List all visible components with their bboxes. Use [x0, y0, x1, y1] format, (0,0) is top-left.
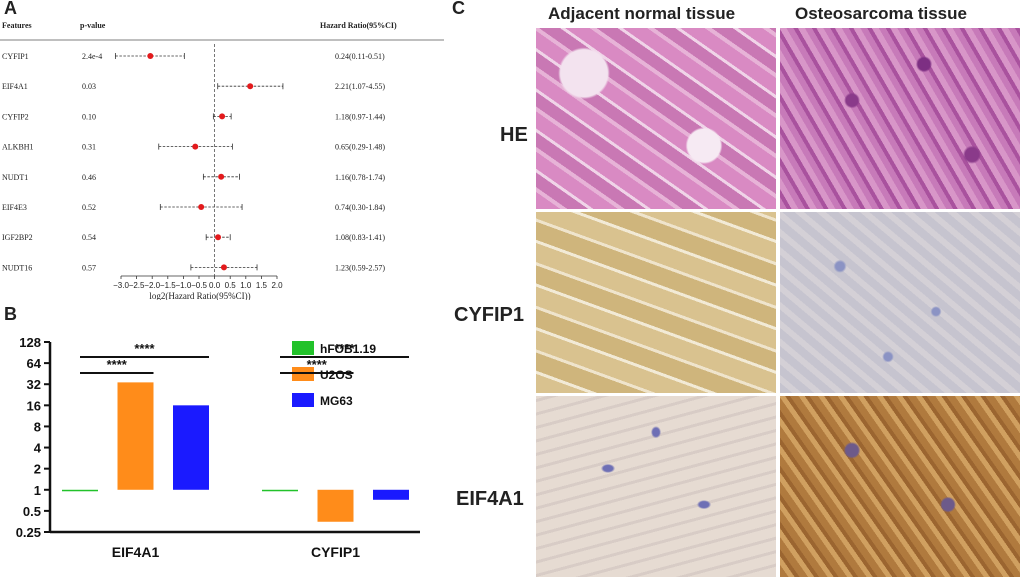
forest-tick-label: −0.5 — [191, 281, 207, 290]
bar-y-axis: 128 64 32 16 8 4 2 1 0.5 0.25 — [16, 335, 420, 540]
column-title-tumor: Osteosarcoma tissue — [795, 4, 967, 23]
forest-point — [147, 53, 154, 59]
bar-y-tick-label: 1 — [34, 483, 41, 498]
he-normal-tissue-image — [536, 28, 776, 209]
forest-hr-text: 0.65(0.29-1.48) — [335, 143, 385, 152]
panel-label-b: B — [4, 304, 17, 324]
forest-tick-label: 0.5 — [225, 281, 237, 290]
forest-feature-label: CYFIP1 — [2, 52, 29, 61]
significance-label: **** — [334, 341, 355, 356]
forest-plot: Features p-value Hazard Ratio(95%CI) CYF… — [0, 21, 444, 300]
bar — [373, 489, 409, 500]
forest-tick-label: −1.5 — [160, 281, 176, 290]
forest-tick-label: −2.5 — [129, 281, 145, 290]
forest-p-value: 0.52 — [82, 203, 96, 212]
header-p-value: p-value — [80, 21, 106, 30]
bar-y-tick-label: 4 — [34, 441, 42, 456]
forest-hr-text: 1.08(0.83-1.41) — [335, 233, 385, 242]
bar — [262, 489, 298, 492]
bar-y-tick-label: 32 — [27, 377, 41, 392]
forest-p-value: 0.54 — [82, 233, 96, 242]
row-label-cyfip1: CYFIP1 — [454, 304, 525, 326]
row-label-eif4a1: EIF4A1 — [456, 488, 524, 510]
forest-tick-label: −2.0 — [144, 281, 160, 290]
bar-category-label: EIF4A1 — [112, 544, 160, 560]
legend-label: hFOB1.19 — [320, 342, 376, 356]
bar-y-tick-label: 2 — [34, 462, 41, 477]
forest-p-value: 0.10 — [82, 112, 96, 121]
forest-tick-label: 1.5 — [256, 281, 268, 290]
header-hazard-ratio: Hazard Ratio(95%CI) — [320, 21, 397, 30]
panel-label-a: A — [4, 0, 17, 18]
forest-hr-text: 0.74(0.30-1.84) — [335, 203, 385, 212]
forest-point — [198, 204, 205, 210]
significance-label: **** — [107, 357, 128, 372]
forest-feature-label: IGF2BP2 — [2, 233, 33, 242]
forest-feature-label: ALKBH1 — [2, 143, 34, 152]
bar-y-tick-label: 8 — [34, 419, 41, 434]
eif4a1-osteosarcoma-image — [780, 396, 1020, 577]
bar-y-tick-label: 0.25 — [16, 525, 41, 540]
forest-p-value: 0.46 — [82, 173, 96, 182]
forest-point — [220, 264, 227, 271]
legend-label: U2OS — [320, 368, 353, 382]
forest-x-axis: −3.0 −2.5 −2.0 −1.5 −1.0 −0.5 0.0 0.5 1.0 1.5 2.0 — [113, 275, 283, 290]
bar-y-tick-label: 128 — [19, 335, 41, 350]
forest-point — [219, 113, 226, 120]
forest-p-value: 0.31 — [82, 143, 96, 152]
bar-legend: hFOB1.19 U2OS MG63 — [292, 341, 376, 408]
eif4a1-normal-tissue-image — [536, 396, 776, 577]
forest-tick-label: 2.0 — [271, 281, 283, 290]
legend-swatch — [292, 393, 314, 407]
bar-marks: EIF4A1 CYFIP1 — [62, 382, 409, 560]
header-features: Features — [2, 21, 32, 30]
forest-tick-label: −3.0 — [113, 281, 129, 290]
bar-category-label: CYFIP1 — [311, 544, 360, 560]
bar — [62, 489, 98, 492]
forest-point — [215, 234, 222, 241]
forest-hr-text: 0.24(0.11-0.51) — [335, 52, 385, 61]
panel-label-c: C — [452, 0, 465, 18]
legend-label: MG63 — [320, 394, 353, 408]
bar — [173, 405, 209, 490]
significance-label: **** — [307, 357, 328, 372]
cyfip1-osteosarcoma-image — [780, 212, 1020, 393]
forest-feature-label: NUDT1 — [2, 173, 28, 182]
bar-y-tick-label: 64 — [27, 356, 42, 371]
cyfip1-normal-tissue-image — [536, 212, 776, 393]
bar — [117, 382, 154, 490]
forest-point — [247, 83, 254, 90]
forest-feature-label: NUDT16 — [2, 263, 32, 272]
forest-rows: CYFIP1 2.4e-4 0.24(0.11-0.51) EIF4A1 0.03 2.2… — [2, 44, 385, 276]
he-osteosarcoma-image — [780, 28, 1020, 209]
bar-chart: 128 64 32 16 8 4 2 1 0.5 0.25 EIF4A1 CYFIP1 hFOB1.… — [16, 335, 420, 560]
bar — [317, 489, 354, 522]
forest-feature-label: CYFIP2 — [2, 112, 29, 121]
forest-tick-label: 1.0 — [240, 281, 252, 290]
forest-feature-label: EIF4A1 — [2, 82, 28, 91]
forest-point — [218, 173, 225, 180]
significance-label: **** — [134, 341, 155, 356]
forest-x-axis-label: log2(Hazard Ratio(95%CI)) — [149, 291, 250, 300]
legend-swatch — [292, 341, 314, 355]
column-title-normal: Adjacent normal tissue — [548, 4, 736, 23]
forest-tick-label: −1.0 — [176, 281, 192, 290]
forest-feature-label: EIF4E3 — [2, 203, 27, 212]
forest-p-value: 0.03 — [82, 82, 96, 91]
forest-hr-text: 1.18(0.97-1.44) — [335, 112, 385, 121]
forest-p-value: 0.57 — [82, 263, 96, 272]
bar-y-tick-label: 0.5 — [23, 504, 41, 519]
forest-point — [192, 143, 199, 150]
forest-p-value: 2.4e-4 — [82, 52, 102, 61]
bar-y-tick-label: 16 — [27, 398, 41, 413]
forest-tick-label: 0.0 — [209, 281, 221, 290]
bar-significance: **** **** **** **** — [80, 341, 409, 374]
forest-hr-text: 1.16(0.78-1.74) — [335, 173, 385, 182]
row-label-he: HE — [500, 124, 528, 146]
forest-hr-text: 2.21(1.07-4.55) — [335, 82, 385, 91]
forest-hr-text: 1.23(0.59-2.57) — [335, 263, 385, 272]
